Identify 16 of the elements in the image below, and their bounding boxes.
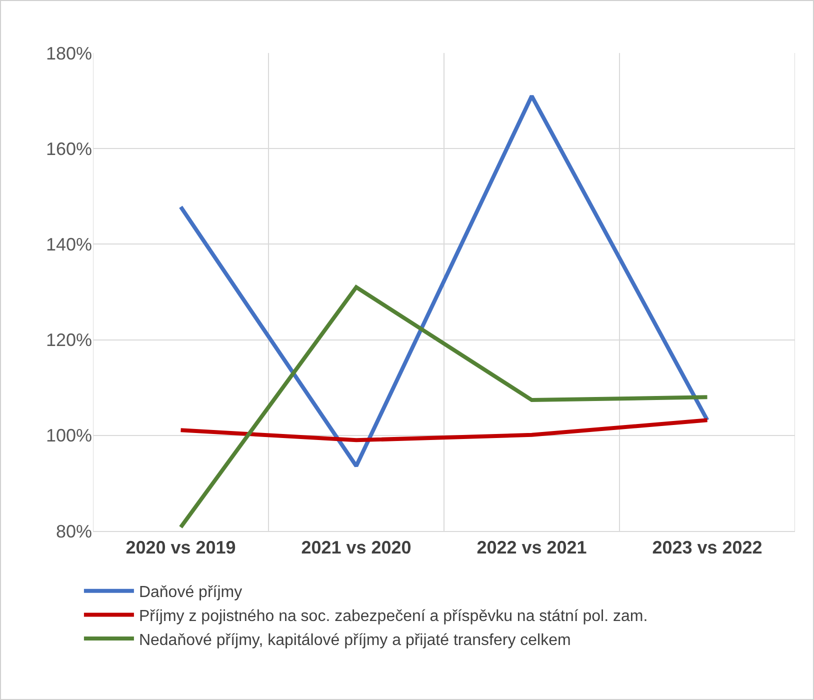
line-series — [178, 94, 710, 468]
y-tick-label: 160% — [46, 138, 92, 159]
line-series — [178, 285, 710, 530]
x-tick-label: 2021 vs 2020 — [301, 538, 412, 558]
y-tick-label: 140% — [46, 234, 92, 254]
x-tick-label: 2022 vs 2021 — [476, 538, 587, 558]
legend-label: Příjmy z pojistného na soc. zabezpečení a příspěvku na státní pol. zam. — [138, 608, 648, 625]
legend-label: Daňové příjmy — [138, 584, 242, 602]
line-series — [178, 418, 710, 442]
y-tick-label: 120% — [46, 330, 92, 350]
x-tick-label: 2023 vs 2022 — [652, 538, 762, 558]
x-tick-label: 2020 vs 2019 — [126, 538, 236, 558]
y-tick-label: 80% — [56, 521, 92, 542]
legend-label: Nedaňové příjmy, kapitálové příjmy a přijaté transfery celkem — [138, 632, 571, 649]
y-tick-label: 100% — [46, 426, 92, 446]
y-tick-label: 180% — [46, 43, 92, 64]
